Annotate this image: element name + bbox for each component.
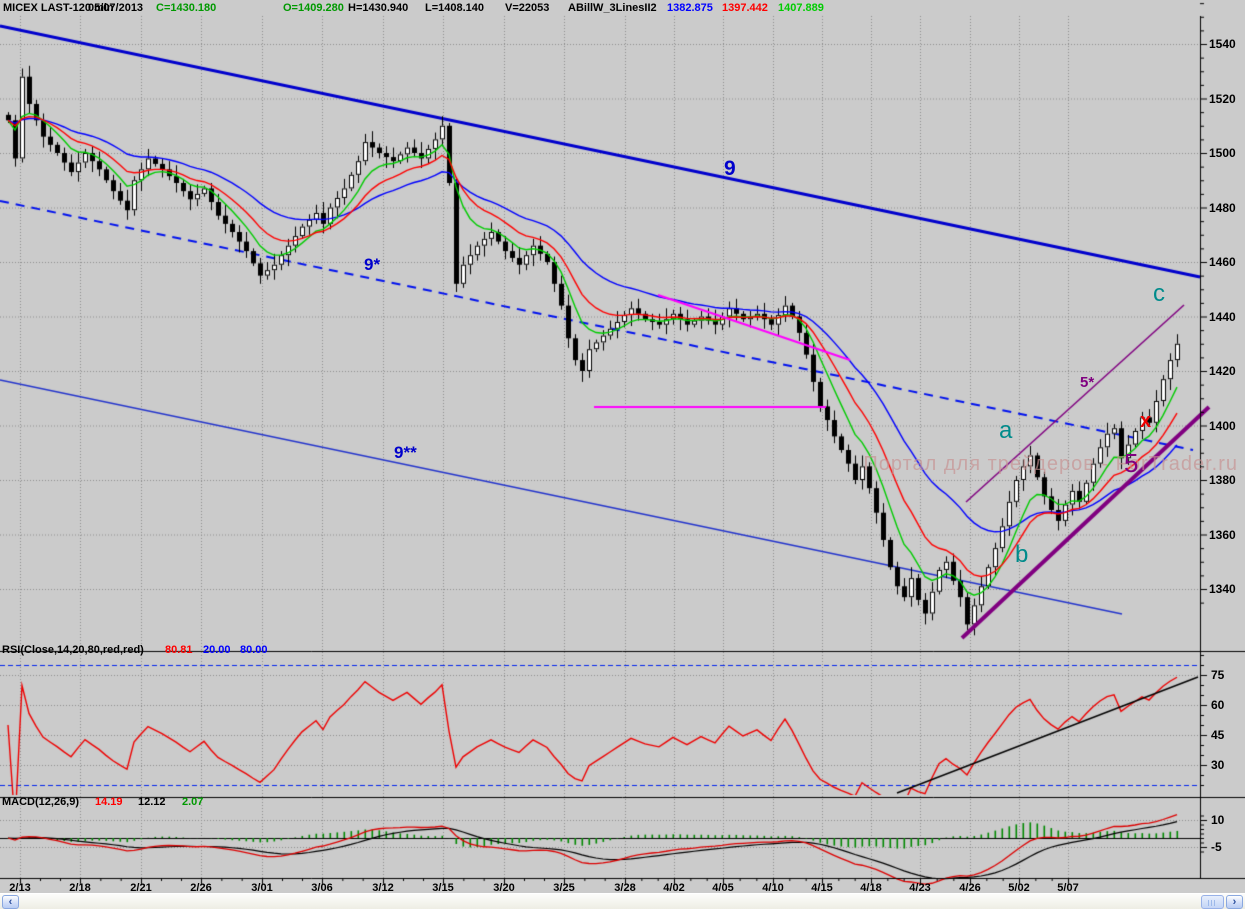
price-axis-label: 1540 <box>1209 37 1236 51</box>
date-axis-label: 3/06 <box>311 882 333 894</box>
date-axis-label: 5/07 <box>1057 882 1079 894</box>
scroll-left-button[interactable]: ‹ <box>2 895 19 909</box>
open-value: O=1409.280 <box>283 2 344 14</box>
macd-label: MACD(12,26,9) <box>2 796 80 808</box>
scroll-right-button[interactable]: › <box>1226 895 1243 909</box>
rsi-axis-label: 45 <box>1211 728 1225 742</box>
date-axis-label: 2/18 <box>69 882 91 894</box>
watermark: Портал для трейдеров - ForTrader.ru <box>863 453 1238 475</box>
ma-blue-value: 1382.875 <box>667 2 713 14</box>
chart-header: MICEX LAST-120 min 05/07/2013 C=1430.180… <box>0 0 1245 15</box>
date-axis-label: 4/15 <box>811 882 833 894</box>
indicator-name-label: ABillW_3LinesII2 <box>568 2 657 14</box>
wave-5-label: 5 <box>1124 448 1139 478</box>
macd-axis-label: -5 <box>1211 840 1222 854</box>
date-axis-label: 2/26 <box>190 882 212 894</box>
date-label: 05/07/2013 <box>88 2 144 14</box>
price-axis-label: 1520 <box>1209 91 1236 106</box>
rsi-level-low: 20.00 <box>203 644 231 656</box>
rsi-label: RSI(Close,14,20,80,red,red) <box>2 644 144 656</box>
macd-hist-value: 2.07 <box>182 796 204 808</box>
macd-panel-header: MACD(12,26,9) 14.19 12.12 2.07 <box>0 796 300 809</box>
high-value: H=1430.940 <box>348 2 409 14</box>
ma-green-value: 1407.889 <box>778 2 824 14</box>
date-axis-label: 4/23 <box>909 882 931 894</box>
date-axis-label: 3/15 <box>432 882 454 894</box>
rsi-axis-label: 75 <box>1211 668 1225 682</box>
wave-c-label: c <box>1153 280 1165 307</box>
scrollbar-track[interactable] <box>20 895 1200 909</box>
price-axis-label: 1480 <box>1209 200 1236 215</box>
date-axis-label: 4/02 <box>663 882 685 894</box>
scrollbar-thumb[interactable] <box>1201 895 1224 909</box>
date-axis-label: 2/21 <box>130 882 152 894</box>
date-axis-label: 3/12 <box>372 882 394 894</box>
wave-9-dstar-label: 9** <box>394 443 417 462</box>
date-axis-label: 4/18 <box>860 882 882 894</box>
volume-value: V=22053 <box>505 2 550 14</box>
right-chevron-icon: › <box>1232 896 1237 908</box>
ma-red-value: 1397.442 <box>722 2 768 14</box>
date-axis-label: 4/10 <box>762 882 784 894</box>
price-axis-label: 1360 <box>1209 527 1236 542</box>
price-axis-label: 1380 <box>1209 473 1236 487</box>
wave-x-label: x <box>1140 410 1152 432</box>
date-axis-label: 5/02 <box>1008 882 1030 894</box>
rsi-value: 80.81 <box>165 644 193 656</box>
wave-b-label: b <box>1015 541 1029 568</box>
date-axis-label: 3/28 <box>614 882 636 894</box>
low-value: L=1408.140 <box>425 2 485 14</box>
close-value: C=1430.180 <box>156 2 217 14</box>
macd-axis-label: 10 <box>1211 813 1225 827</box>
wave-9-star-label: 9* <box>364 255 381 274</box>
price-axis-label: 1500 <box>1209 146 1236 160</box>
price-axis-label: 1440 <box>1209 309 1236 324</box>
date-axis-label: 3/25 <box>553 882 575 894</box>
rsi-panel-header: RSI(Close,14,20,80,red,red) 80.81 20.00 … <box>0 644 400 657</box>
wave-9-label: 9 <box>724 157 736 180</box>
price-axis-label: 1340 <box>1209 582 1236 596</box>
rsi-axis-label: 60 <box>1211 698 1225 712</box>
date-axis-label: 4/26 <box>959 882 981 894</box>
left-chevron-icon: ‹ <box>8 896 13 908</box>
price-axis-label: 1420 <box>1209 364 1236 378</box>
date-axis-label: 3/01 <box>251 882 273 894</box>
wave-5-star-label: 5* <box>1080 374 1095 391</box>
wave-a-label: a <box>999 417 1013 444</box>
date-axis-label: 2/13 <box>9 882 31 894</box>
price-axis-label: 1460 <box>1209 255 1236 269</box>
date-axis-label: 3/20 <box>493 882 515 894</box>
date-axis-label: 4/05 <box>712 882 734 894</box>
price-axis-label: 1400 <box>1209 418 1236 433</box>
rsi-level-high: 80.00 <box>240 644 268 656</box>
macd-value: 14.19 <box>95 796 123 808</box>
rsi-axis-label: 30 <box>1211 758 1225 772</box>
horizontal-scrollbar[interactable]: ‹ › <box>0 893 1245 909</box>
symbol-timeframe-label: MICEX LAST-120 min <box>3 2 114 14</box>
macd-signal-value: 12.12 <box>138 796 166 808</box>
